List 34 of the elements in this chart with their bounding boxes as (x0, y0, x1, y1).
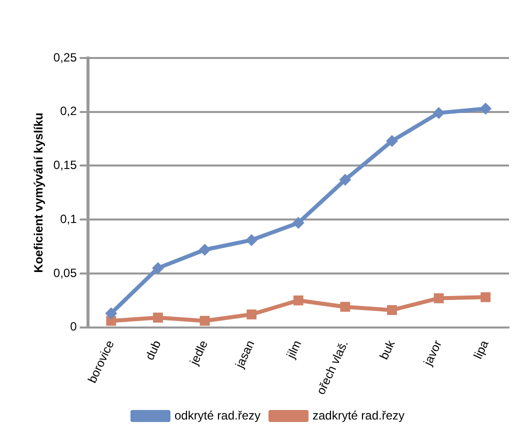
point (292, 216, 304, 229)
point (153, 312, 163, 323)
legend-label: zadkryté rad.řezy (312, 408, 405, 422)
y-axis-title: Koeficient vymývání kyslíku (32, 112, 46, 273)
x-tick-label: jasan (232, 338, 258, 371)
point (434, 293, 444, 304)
x-tick-label: ořech vlaš. (314, 338, 351, 397)
x-tick-label: jilm (283, 338, 304, 362)
x-tick-label: dub (142, 338, 164, 362)
y-tick-label: 0,15 (53, 158, 78, 172)
y-tick-label: 0,25 (53, 50, 78, 64)
point (480, 102, 492, 115)
point (480, 292, 491, 302)
point (105, 307, 118, 320)
point (246, 309, 257, 320)
legend-label: odkryté rad.řezy (174, 408, 261, 422)
point (200, 316, 210, 326)
x-tick-label: lipa (470, 338, 492, 361)
y-tick-label: 0 (70, 320, 78, 334)
point (246, 234, 258, 246)
y-tick-label: 0,2 (60, 104, 78, 118)
point (198, 244, 211, 256)
y-tick-label: 0,05 (53, 266, 78, 280)
x-tick-label: jedle (186, 338, 211, 368)
x-tick-label: buk (376, 337, 398, 362)
point (339, 174, 352, 186)
y-tick-label: 0,1 (60, 212, 78, 226)
point (293, 295, 304, 306)
point (386, 134, 398, 147)
point (387, 305, 397, 316)
point (432, 106, 445, 119)
point (152, 262, 164, 274)
point (340, 302, 350, 312)
x-tick-label: javor (420, 338, 445, 369)
